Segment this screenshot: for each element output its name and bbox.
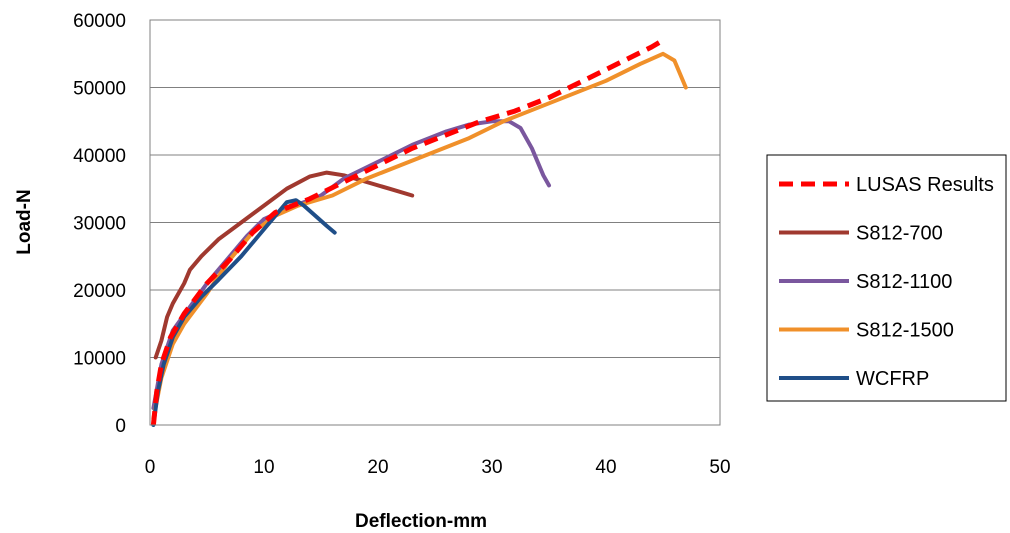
y-tick-label: 50000 — [73, 79, 126, 100]
y-tick-label: 60000 — [73, 11, 126, 32]
y-tick-labels: 0 10000 20000 30000 40000 50000 60000 — [73, 11, 126, 437]
y-tick-label: 10000 — [73, 349, 126, 370]
gridlines — [150, 87, 720, 358]
series-line-s812-1500 — [151, 51, 688, 421]
legend-label: S812-700 — [856, 223, 943, 245]
y-tick-label: 40000 — [73, 146, 126, 167]
legend-label: LUSAS Results — [856, 174, 994, 196]
x-tick-label: 20 — [367, 457, 388, 478]
x-tick-label: 10 — [253, 457, 274, 478]
x-tick-label: 50 — [709, 457, 730, 478]
y-tick-label: 0 — [115, 416, 126, 437]
series-line-lusas-results — [150, 38, 665, 426]
legend-box — [766, 154, 1007, 402]
y-tick-label: 30000 — [73, 214, 126, 235]
x-axis-title: Deflection-mm — [355, 511, 487, 532]
x-tick-label: 40 — [595, 457, 616, 478]
y-axis-title: Load-N — [14, 189, 35, 254]
legend-label: S812-1100 — [856, 271, 952, 293]
y-tick-label: 20000 — [73, 281, 126, 302]
series-lines — [150, 38, 688, 427]
x-tick-label: 0 — [145, 457, 156, 478]
plot-area-border — [149, 19, 721, 426]
legend-label: WCFRP — [856, 368, 929, 390]
x-tick-label: 30 — [481, 457, 502, 478]
legend-label: S812-1500 — [856, 320, 954, 342]
legend: LUSAS Results S812-700 S812-1100 S812-1500 W… — [766, 154, 1007, 402]
x-tick-labels: 0 10 20 30 40 50 — [145, 457, 731, 478]
